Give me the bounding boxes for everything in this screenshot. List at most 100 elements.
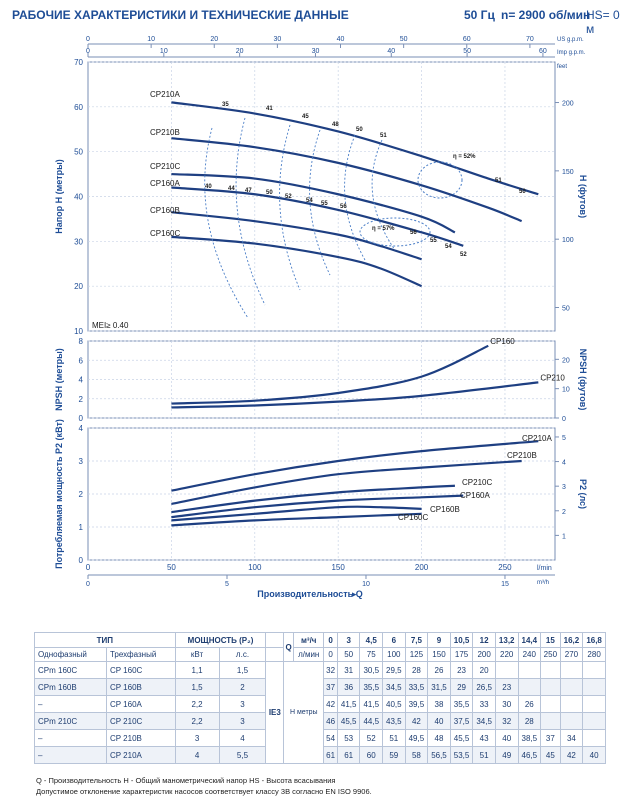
x-unit: l/min <box>537 565 552 572</box>
head-value: 40 <box>494 729 519 747</box>
suction-height: HS= 0 м <box>586 8 620 36</box>
impgpm-label: Imp g.p.m. <box>557 50 586 56</box>
efficiency-label: 48 <box>332 122 339 128</box>
series-power-cp210b <box>171 459 522 505</box>
head-value: 35,5 <box>359 678 384 696</box>
head-value <box>582 729 606 747</box>
x-tick: 100 <box>248 563 262 572</box>
head-value: 34,5 <box>382 678 406 696</box>
head-value: 35,5 <box>449 695 474 713</box>
power-hp: 2 <box>218 678 267 696</box>
ie3-spacer <box>265 647 285 662</box>
head-value: 32 <box>494 712 519 730</box>
head-value: 61 <box>323 746 338 764</box>
table-row: – CP 160A 2,2 3 42 41,5 41,5 40,5 39,5 38 35,5 33 30… <box>34 695 606 713</box>
head-value: 41,5 <box>359 695 384 713</box>
curve-point-label: 54 <box>445 244 452 250</box>
x-axis-label: Производительность Q <box>257 589 362 599</box>
power-ytick: 1 <box>79 523 84 532</box>
usgpm-label: US g.p.m. <box>557 37 584 43</box>
head-value: 29 <box>449 678 474 696</box>
head-value: 38 <box>427 695 451 713</box>
power-hp: 4 <box>218 729 267 747</box>
q-lmin-value: 100 <box>382 647 406 662</box>
series-head-cp160a <box>171 186 464 247</box>
usgpm-tick: 60 <box>463 36 471 43</box>
head-value: 43,5 <box>382 712 406 730</box>
efficiency-curve <box>279 124 301 291</box>
head-value: 40,5 <box>382 695 406 713</box>
head-value: 58 <box>404 746 429 764</box>
head-value: 33,5 <box>404 678 429 696</box>
head-value <box>582 695 606 713</box>
footer-note: Допустимое отклонение характеристик насо… <box>36 787 372 796</box>
series-npsh-cp210 <box>171 381 539 409</box>
head-value: 46 <box>323 712 338 730</box>
head-value: 31,5 <box>427 678 451 696</box>
head-value: 42 <box>559 746 584 764</box>
usgpm-tick: 0 <box>86 36 90 43</box>
m3h-tick: 10 <box>362 581 370 588</box>
npsh-ytick: 2 <box>79 395 84 404</box>
efficiency-peak-ring <box>417 161 463 199</box>
series-head-cp160b <box>171 211 422 261</box>
efficiency-label: 51 <box>380 133 387 139</box>
head-value: 45 <box>540 746 561 764</box>
head-value <box>494 661 519 679</box>
power-header: МОЩНОСТЬ (P₂) <box>174 632 267 648</box>
series-power-cp160c <box>171 512 422 527</box>
power-hp: 3 <box>218 695 267 713</box>
type-header: ТИП <box>34 632 176 648</box>
power-y2tick: 5 <box>562 435 566 442</box>
power-ytick: 2 <box>79 490 84 499</box>
head-value <box>559 712 584 730</box>
npsh-ytick: 0 <box>79 414 84 423</box>
power-y2tick: 1 <box>562 533 566 540</box>
head-y2tick: 200 <box>562 101 574 108</box>
three-phase-model: CP 160A <box>105 695 176 713</box>
q-lmin-value: 200 <box>472 647 496 662</box>
head-ytick: 70 <box>74 58 83 67</box>
head-ylabel2: H (футов) <box>578 175 588 218</box>
head-value: 49,5 <box>404 729 429 747</box>
impgpm-tick: 40 <box>387 48 395 55</box>
series-head-cp160c <box>171 235 423 288</box>
series-label-power-cp210c: CP210C <box>462 478 492 487</box>
head-value <box>582 661 606 679</box>
three-phase-model: CP 210B <box>105 729 176 747</box>
head-value <box>540 661 561 679</box>
head-value: 20 <box>472 661 496 679</box>
series-label-power-cp210a: CP210A <box>522 434 552 443</box>
head-ytick: 30 <box>74 237 83 246</box>
efficiency-label: 45 <box>302 114 309 120</box>
three-phase-model: CP 210C <box>105 712 176 730</box>
q-m3h-value: 7,5 <box>404 632 429 648</box>
efficiency-label: 35 <box>222 102 229 108</box>
series-label-head-cp160b: CP160B <box>150 206 180 215</box>
impgpm-tick: 60 <box>539 48 547 55</box>
series-power-cp160b <box>171 505 422 522</box>
curve-point-label: 55 <box>430 238 437 244</box>
head-value: 46,5 <box>517 746 542 764</box>
impgpm-tick: 0 <box>86 48 90 55</box>
power-kw: 2,2 <box>174 712 220 730</box>
head-ylabel: Напор H (метры) <box>54 159 64 234</box>
efficiency-curve <box>309 129 331 276</box>
power-hp: 3 <box>218 712 267 730</box>
head-value: 42 <box>404 712 429 730</box>
q-lmin-value: 270 <box>559 647 584 662</box>
kw-header: кВт <box>174 647 220 662</box>
head-value: 31 <box>336 661 361 679</box>
head-value: 43 <box>472 729 496 747</box>
power-y2tick: 4 <box>562 460 566 467</box>
q-unit-lmin: л/мин <box>293 647 325 662</box>
head-value <box>540 695 561 713</box>
head-value: 60 <box>359 746 384 764</box>
npsh-ytick: 8 <box>79 337 84 346</box>
q-lmin-value: 150 <box>427 647 451 662</box>
head-value: 45,5 <box>449 729 474 747</box>
head-value: 30,5 <box>359 661 384 679</box>
q-unit-m3h: м³/ч <box>293 632 325 648</box>
curve-point-label: 56 <box>340 204 347 210</box>
usgpm-tick: 30 <box>273 36 281 43</box>
